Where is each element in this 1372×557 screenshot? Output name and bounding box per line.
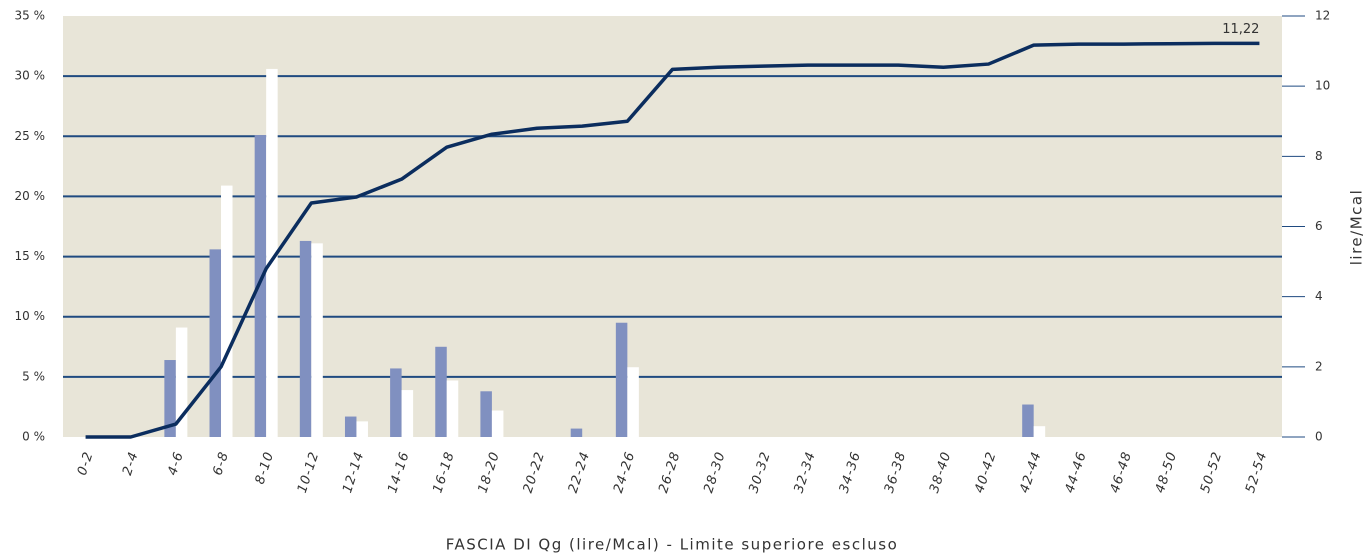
x-tick-label: 6-8 (210, 450, 232, 478)
x-tick-label: 4-6 (165, 450, 187, 478)
bar (435, 346, 447, 437)
bar (615, 322, 628, 437)
bar (254, 135, 267, 437)
bar (1022, 404, 1034, 437)
bar (446, 380, 459, 437)
x-tick-label: 34-36 (837, 450, 864, 495)
y-tick-label: 35 % (15, 9, 46, 23)
x-tick-label: 30-32 (746, 450, 773, 495)
x-tick-label: 38-40 (927, 450, 954, 495)
bar (390, 368, 402, 437)
bar (175, 327, 188, 437)
bar (356, 421, 368, 437)
x-tick-label: 2-4 (120, 450, 142, 478)
y2-tick-label: 12 (1315, 9, 1330, 23)
y2-tick-label: 0 (1315, 430, 1323, 444)
x-axis-title: FASCIA DI Qg (lire/Mcal) - Limite superi… (446, 536, 899, 554)
data-label: 11,22 (1222, 22, 1259, 37)
x-tick-label: 44-46 (1062, 450, 1089, 495)
bar (209, 249, 222, 437)
x-tick-label: 16-18 (430, 450, 457, 495)
y2-tick-label: 2 (1315, 359, 1323, 373)
bar (480, 391, 492, 437)
x-tick-label: 10-12 (295, 450, 322, 495)
y2-tick-label: 4 (1315, 289, 1323, 303)
bar (401, 390, 414, 437)
bar (344, 416, 357, 437)
bar (266, 68, 278, 437)
y-tick-label: 30 % (15, 69, 46, 83)
x-tick-label: 48-50 (1153, 450, 1180, 495)
x-tick-label: 14-16 (385, 450, 412, 495)
x-tick-label: 22-24 (566, 450, 593, 495)
bar (311, 243, 323, 437)
x-tick-label: 20-22 (521, 450, 548, 495)
bar (570, 428, 583, 437)
y2-tick-label: 6 (1315, 219, 1323, 233)
plot-area (63, 16, 1282, 437)
x-tick-label: 42-44 (1017, 450, 1044, 495)
x-tick-label: 50-52 (1198, 450, 1225, 495)
x-tick-label: 36-38 (882, 450, 909, 495)
x-tick-label: 26-28 (656, 450, 683, 495)
x-tick-label: 32-34 (792, 450, 819, 495)
x-tick-label: 24-26 (611, 450, 638, 495)
x-tick-label: 0-2 (75, 450, 97, 478)
y2-tick-label: 10 (1315, 79, 1330, 93)
x-tick-label: 46-48 (1108, 450, 1135, 495)
y-tick-label: 20 % (15, 189, 46, 203)
x-tick-label: 52-54 (1243, 450, 1270, 495)
y-tick-label: 25 % (15, 129, 46, 143)
bar (627, 367, 639, 437)
x-tick-label: 12-14 (340, 450, 367, 495)
bar (1033, 426, 1046, 437)
y-tick-label: 0 % (22, 430, 45, 444)
bar (221, 185, 233, 437)
x-tick-label: 18-20 (476, 450, 503, 495)
bar (164, 360, 176, 437)
y-tick-label: 5 % (22, 369, 45, 383)
bar (299, 240, 312, 437)
y2-axis-title: lire/Mcal (1348, 189, 1366, 266)
x-tick-label: 8-10 (253, 450, 278, 487)
x-tick-label: 28-30 (701, 450, 728, 495)
y-tick-label: 15 % (15, 249, 46, 263)
y2-tick-label: 8 (1315, 149, 1323, 163)
line (85, 41, 1260, 439)
x-tick-label: 40-42 (972, 450, 999, 495)
bar (491, 410, 504, 437)
y-tick-label: 10 % (15, 309, 46, 323)
